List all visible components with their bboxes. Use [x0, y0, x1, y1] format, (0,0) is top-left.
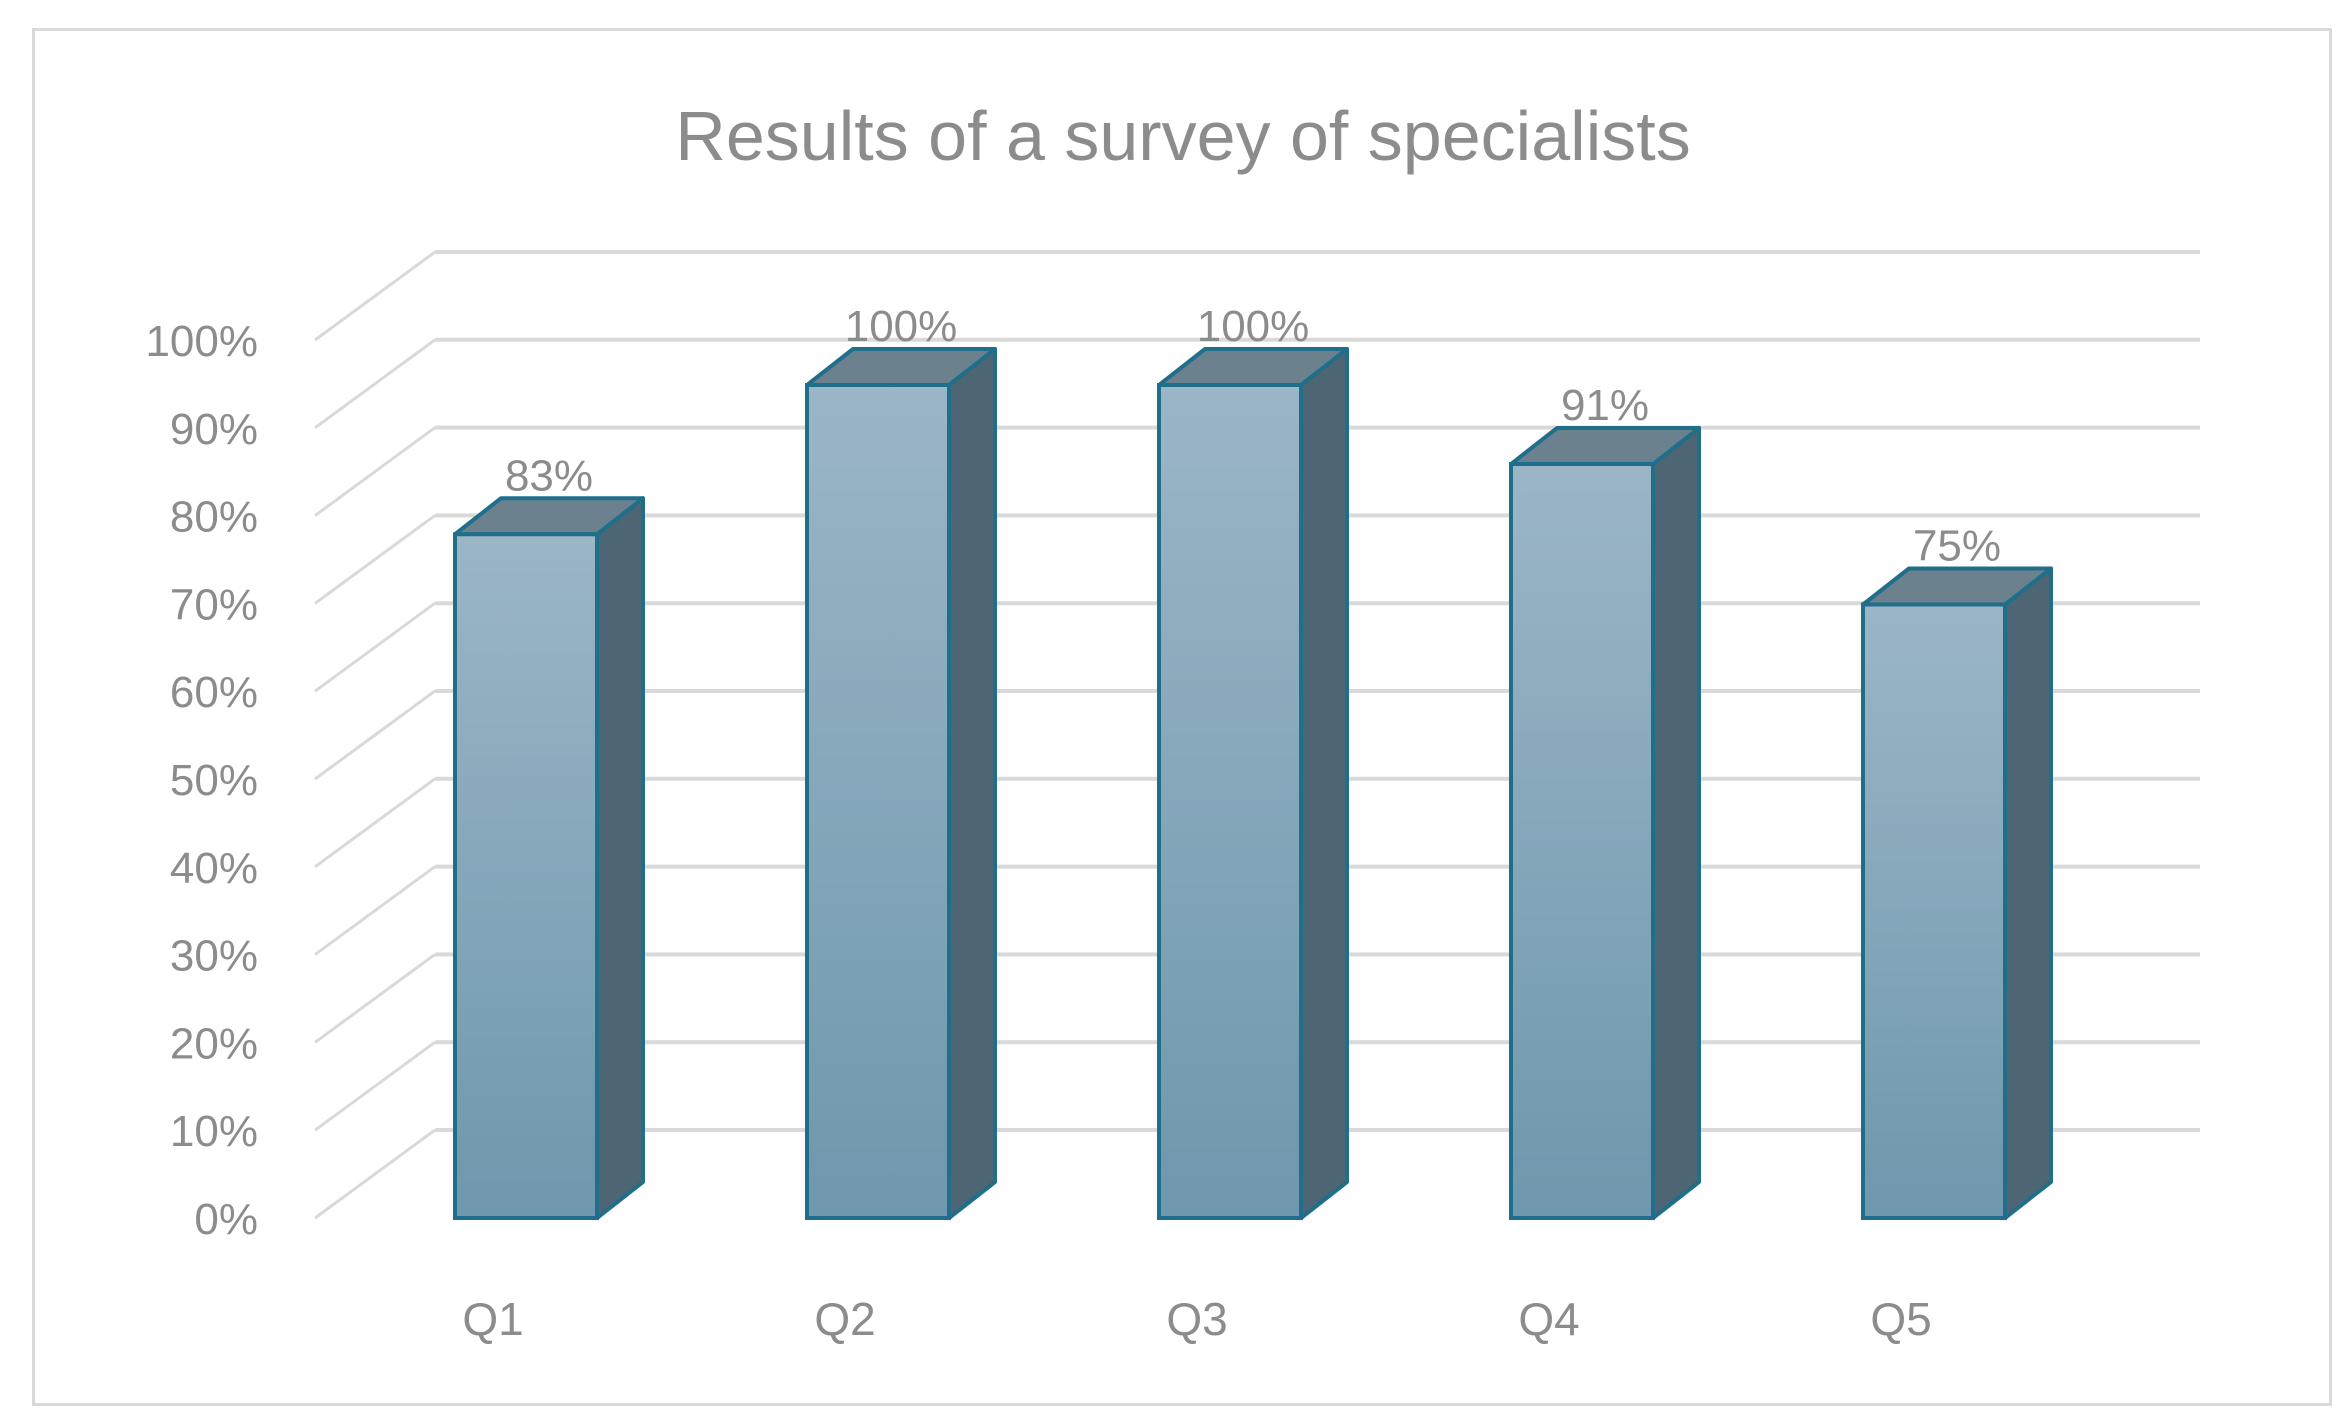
bar-side-face: [1299, 347, 1349, 1220]
y-tick-label: 20%: [170, 1019, 258, 1068]
gridline-diagonal: [314, 1040, 436, 1132]
bar-q2: [805, 347, 997, 1220]
bar-front-face: [1157, 383, 1303, 1220]
gridline-diagonal: [314, 689, 436, 781]
bar-front-face: [453, 532, 599, 1220]
y-tick-label: 60%: [170, 668, 258, 717]
gridline-diagonal: [314, 514, 436, 605]
x-axis-categories: Q1 Q2 Q3 Q4 Q5: [462, 1293, 1931, 1345]
gridline-diagonal: [314, 1128, 436, 1220]
y-tick-label: 80%: [170, 493, 258, 542]
data-label: 100%: [1197, 302, 1310, 351]
data-label: 91%: [1561, 381, 1649, 430]
bar-q3: [1157, 347, 1349, 1220]
bar-side-face: [947, 347, 997, 1220]
x-category-label: Q3: [1166, 1293, 1227, 1345]
bars: [453, 347, 2053, 1220]
y-tick-label: 0%: [194, 1195, 258, 1244]
gridline-diagonal: [314, 953, 436, 1044]
y-tick-label: 90%: [170, 405, 258, 454]
gridline-diagonal: [314, 250, 436, 342]
bar-q5: [1861, 566, 2053, 1220]
y-tick-label: 10%: [170, 1107, 258, 1156]
bar-side-face: [1651, 426, 1701, 1220]
y-tick-label: 30%: [170, 932, 258, 981]
x-category-label: Q1: [462, 1293, 523, 1345]
y-tick-label: 70%: [170, 580, 258, 629]
gridline-diagonal: [314, 426, 436, 517]
data-label: 83%: [505, 451, 593, 500]
gridline-diagonal: [314, 865, 436, 956]
bar-front-face: [805, 383, 951, 1220]
gridline-diagonal: [314, 338, 436, 430]
data-label: 75%: [1913, 522, 2001, 571]
chart-title: Results of a survey of specialists: [675, 97, 1690, 175]
bar-q1: [453, 496, 645, 1220]
x-category-label: Q4: [1518, 1293, 1579, 1345]
y-tick-label: 50%: [170, 756, 258, 805]
y-tick-label: 100%: [145, 317, 258, 366]
bar-q4: [1509, 426, 1701, 1220]
y-axis-ticks: 0% 10% 20% 30% 40% 50% 60% 70% 80% 90% 100%: [145, 317, 258, 1244]
bar-front-face: [1509, 462, 1655, 1220]
gridline-diagonal: [314, 777, 436, 869]
bar-side-face: [595, 496, 645, 1220]
x-category-label: Q2: [814, 1293, 875, 1345]
x-category-label: Q5: [1870, 1293, 1931, 1345]
y-tick-label: 40%: [170, 844, 258, 893]
data-label: 100%: [845, 302, 958, 351]
gridline-diagonal: [314, 601, 436, 693]
bar-front-face: [1861, 602, 2007, 1220]
data-labels: 83% 100% 100% 91% 75%: [505, 302, 2001, 571]
bar-side-face: [2003, 566, 2053, 1220]
